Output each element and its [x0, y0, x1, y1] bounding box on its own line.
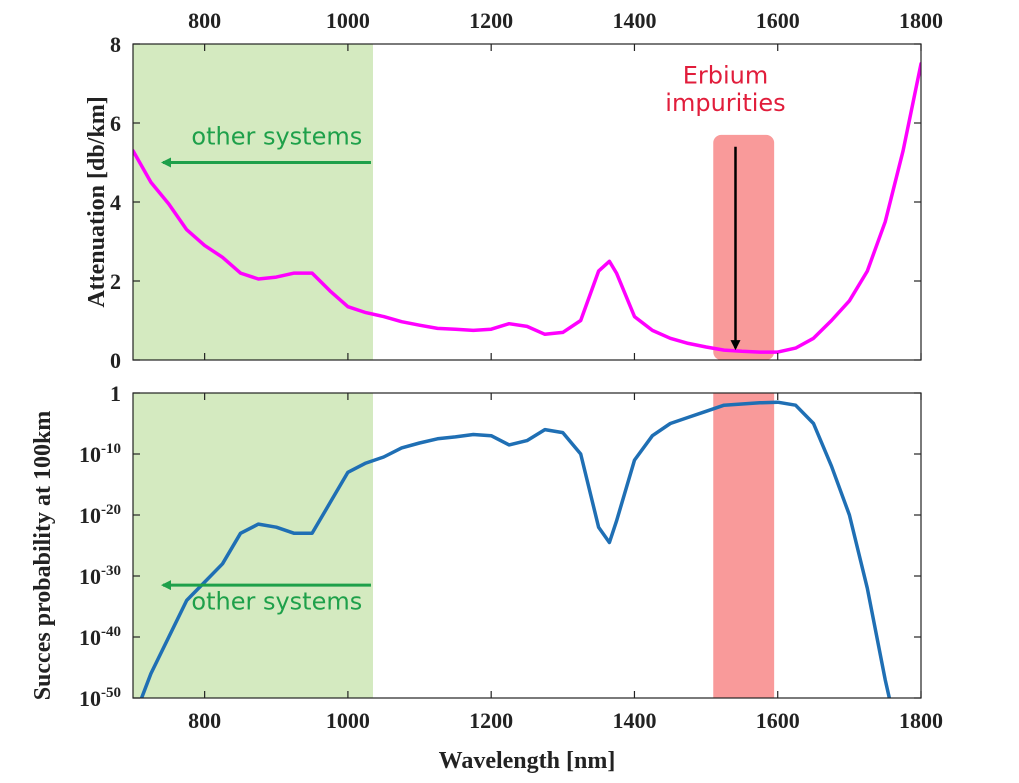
ytick-base: 1 [110, 381, 121, 406]
bottom-axes-box [132, 392, 922, 699]
top-xtick-label: 1400 [612, 8, 656, 33]
ytick-base: 10 [79, 442, 101, 467]
ytick-exponent: -10 [101, 441, 121, 457]
ytick-exponent: -20 [101, 502, 121, 518]
bottom-xtick-label: 1600 [756, 708, 800, 733]
ytick-base: 10 [79, 503, 101, 528]
top-ytick-label: 8 [110, 32, 121, 57]
top-other-systems-label: other systems [191, 123, 362, 151]
bottom-shaded-region [133, 393, 373, 698]
ytick-base: 10 [79, 564, 101, 589]
top-shaded-region [133, 44, 373, 360]
top-ytick-label: 0 [110, 348, 121, 373]
erbium-label-impurities: impurities [665, 89, 785, 117]
top-xtick-label: 1800 [899, 8, 943, 33]
ytick-base: 10 [79, 625, 101, 650]
ytick-exponent: -30 [101, 563, 121, 579]
bottom-xtick-label: 1000 [326, 708, 370, 733]
top-erbium-band [713, 134, 775, 360]
top-xtick-label: 1200 [469, 8, 513, 33]
ytick-exponent: -40 [101, 624, 121, 640]
top-xtick-label: 800 [188, 8, 221, 33]
bottom-xtick-label: 800 [188, 708, 221, 733]
bottom-ytick-label: 10-30 [79, 563, 121, 589]
bottom-ytick-label: 10-40 [79, 624, 121, 650]
x-axis-label: Wavelength [nm] [439, 748, 616, 774]
top-series-line [133, 62, 921, 354]
bottom-xtick-label: 1200 [469, 708, 513, 733]
bottom-ytick-label: 10-10 [79, 441, 121, 467]
top-y-axis-label: Attenuation [db/km] [84, 96, 110, 307]
bottom-ytick-label: 10-20 [79, 502, 121, 528]
top-ytick-label: 2 [110, 269, 121, 294]
bottom-series-line [139, 400, 892, 698]
bottom-y-axis-label: Succes probability at 100km [30, 411, 56, 701]
ytick-base: 10 [79, 686, 101, 711]
top-xtick-label: 1600 [756, 8, 800, 33]
bottom-erbium-band [713, 393, 775, 698]
bottom-xtick-label: 1800 [899, 708, 943, 733]
bottom-ytick-label: 1 [110, 381, 121, 406]
bottom-xtick-label: 1400 [612, 708, 656, 733]
top-ytick-label: 6 [110, 111, 121, 136]
top-xtick-label: 1000 [326, 8, 370, 33]
bottom-other-systems-label: other systems [191, 588, 362, 616]
erbium-label-erbium: Erbium [683, 62, 769, 90]
ytick-exponent: -50 [101, 685, 121, 701]
top-ytick-label: 4 [110, 190, 121, 215]
bottom-ytick-label: 10-50 [79, 685, 121, 711]
